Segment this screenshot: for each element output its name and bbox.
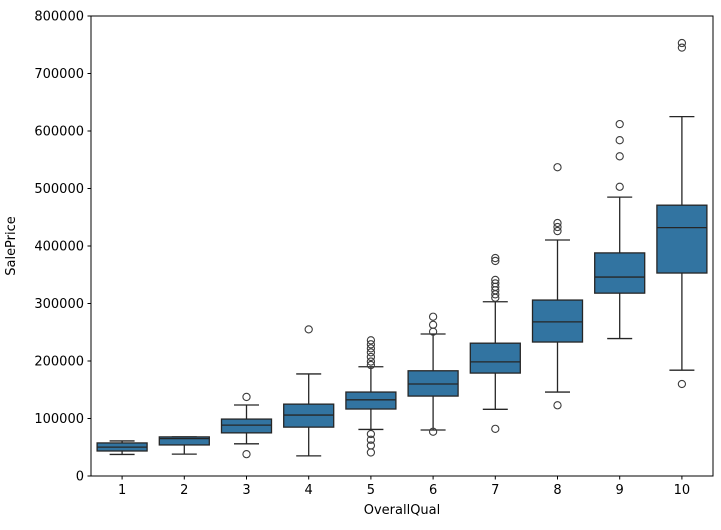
outlier-point xyxy=(677,43,687,52)
outlier-point xyxy=(553,226,562,236)
outlier-point xyxy=(366,344,376,353)
outlier-point xyxy=(491,253,500,263)
y-tick-label: 800000 xyxy=(34,10,84,25)
outlier-point xyxy=(428,327,438,336)
outlier-point xyxy=(491,424,500,433)
outlier-point xyxy=(366,348,376,357)
outlier-point xyxy=(366,340,376,349)
outlier-point xyxy=(553,218,562,228)
outlier-point xyxy=(491,256,500,266)
x-tick-label: 10 xyxy=(674,483,691,498)
axes-spines xyxy=(90,15,714,477)
iqr-box xyxy=(345,391,397,410)
x-tick-label: 9 xyxy=(616,483,624,498)
y-tick-label: 700000 xyxy=(34,67,84,82)
iqr-box xyxy=(158,436,210,446)
outlier-point xyxy=(615,182,624,191)
outlier-point xyxy=(366,336,376,345)
outlier-point xyxy=(615,152,624,161)
outlier-point xyxy=(677,379,687,389)
x-axis-label: OverallQual xyxy=(364,503,441,518)
x-tick-label: 8 xyxy=(553,483,561,498)
iqr-box xyxy=(531,299,584,343)
outlier-point xyxy=(553,222,562,232)
outlier-point xyxy=(366,429,376,439)
outlier-point xyxy=(553,401,562,410)
x-tick-label: 4 xyxy=(305,483,313,498)
y-tick-label: 600000 xyxy=(34,125,84,140)
plot-content: 0 100000 200000 300000 400000 500000 600000 700… xyxy=(34,10,714,498)
outlier-point xyxy=(366,435,376,444)
iqr-box xyxy=(220,418,273,434)
y-tick-label: 200000 xyxy=(34,355,84,370)
y-tick-label: 100000 xyxy=(34,412,84,427)
x-tick-label: 3 xyxy=(242,483,250,498)
outlier-point xyxy=(242,449,251,459)
y-tick-label: 500000 xyxy=(34,182,84,197)
outlier-point xyxy=(366,360,376,370)
y-tick-label: 400000 xyxy=(34,240,84,255)
outlier-point xyxy=(366,448,376,457)
outlier-point xyxy=(366,357,376,366)
iqr-box xyxy=(656,204,708,274)
iqr-box xyxy=(469,342,521,374)
x-tick-label: 5 xyxy=(367,483,375,498)
outlier-point xyxy=(615,119,624,129)
x-tick-label: 6 xyxy=(429,483,437,498)
outlier-point xyxy=(242,392,251,402)
outlier-point xyxy=(428,312,438,321)
x-tick-label: 7 xyxy=(491,483,499,498)
iqr-box xyxy=(594,252,646,294)
outlier-point xyxy=(428,320,438,329)
y-axis-label: SalePrice xyxy=(4,216,19,276)
outlier-point xyxy=(428,427,438,436)
outlier-point xyxy=(553,163,562,172)
outlier-point xyxy=(491,293,500,302)
x-tick-label: 1 xyxy=(118,483,126,498)
y-tick-label: 300000 xyxy=(34,297,84,312)
outlier-point xyxy=(615,136,624,145)
x-tick-label: 2 xyxy=(180,483,188,498)
outlier-point xyxy=(677,38,687,48)
outlier-point xyxy=(366,352,376,362)
outlier-point xyxy=(491,290,500,299)
y-tick-label: 0 xyxy=(76,470,84,485)
outlier-point xyxy=(304,325,313,334)
